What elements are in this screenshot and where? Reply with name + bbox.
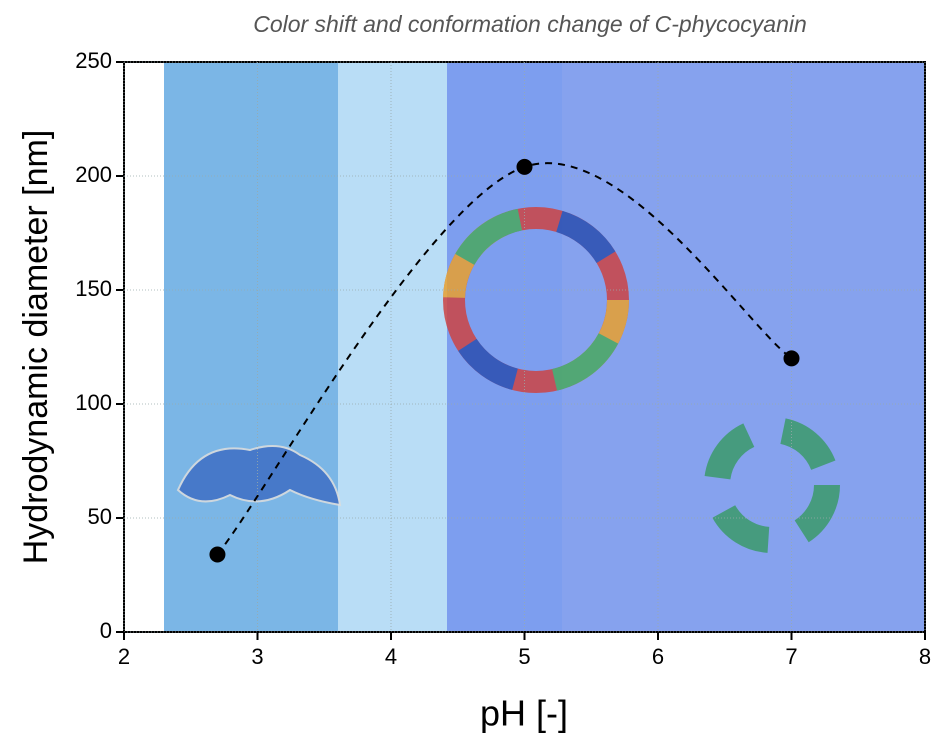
x-axis-label: pH [-] <box>480 693 568 734</box>
background-bands <box>164 62 925 632</box>
protein-monomer <box>176 445 342 507</box>
chart-title: Color shift and conformation change of C… <box>253 11 807 37</box>
y-tick-label: 50 <box>88 504 112 529</box>
protein-illustrations <box>176 207 840 553</box>
y-tick-label: 200 <box>75 162 112 187</box>
x-tick-label: 8 <box>919 644 931 669</box>
data-point <box>209 546 226 563</box>
protein-trimer <box>704 417 840 553</box>
y-tick-label: 150 <box>75 276 112 301</box>
x-tick-label: 4 <box>385 644 397 669</box>
data-point <box>516 158 533 175</box>
x-tick-label: 5 <box>518 644 530 669</box>
band <box>164 62 338 632</box>
x-tick-label: 3 <box>251 644 263 669</box>
x-tick-label: 6 <box>652 644 664 669</box>
y-tick-label: 100 <box>75 390 112 415</box>
x-tick-label: 2 <box>118 644 130 669</box>
y-axis-label: Hydrodynamic diameter [nm] <box>17 130 55 565</box>
y-tick-label: 0 <box>100 618 112 643</box>
protein-hexamer-part <box>443 207 629 393</box>
x-tick-label: 7 <box>785 644 797 669</box>
data-point <box>783 350 800 367</box>
y-tick-label: 250 <box>75 48 112 73</box>
